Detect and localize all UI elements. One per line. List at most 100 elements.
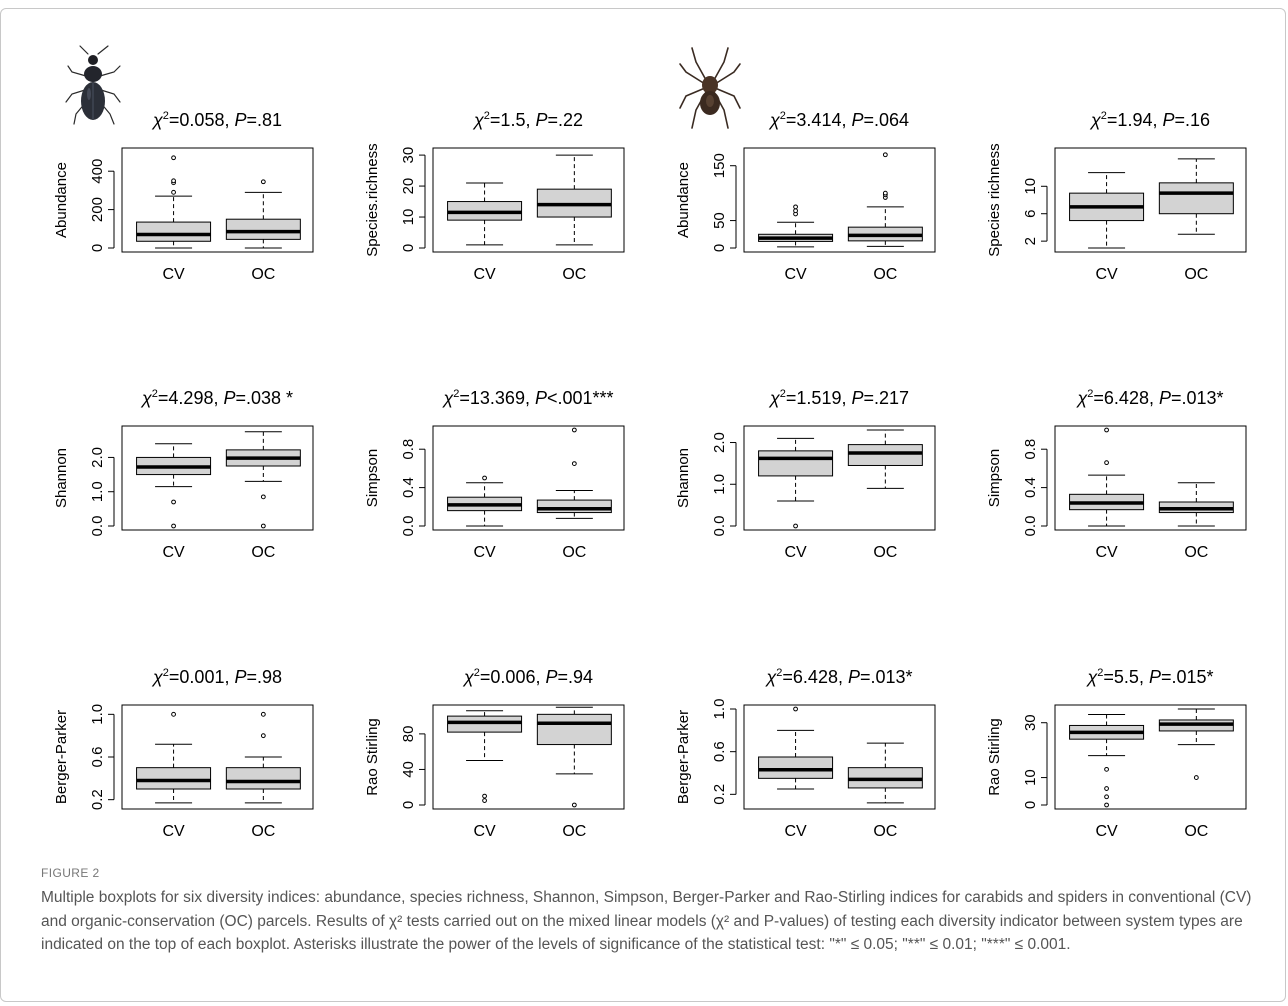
y-tick-label: 40 [400,761,417,778]
chart-title: χ2=0.001, P=.98 [151,667,282,687]
x-tick-label: OC [873,823,897,840]
chart-title: χ2=1.94, P=.16 [1089,110,1210,130]
y-tick-label: 0 [711,244,728,252]
y-tick-label: 0.8 [1022,439,1039,460]
x-tick-label: CV [473,823,496,840]
box-cv [758,706,834,790]
plot-frame [432,425,625,531]
y-tick-label: 0 [400,244,417,252]
chart-title: χ2=6.428, P=.013* [764,667,912,687]
y-tick-label: 20 [400,178,417,195]
figure-frame [0,8,1286,1002]
outlier-point [482,798,487,803]
panel-7: χ2=1.519, P=.217 0.0 1.0 2.0 Shannon CV OC [675,388,936,561]
y-axis-label: Shannon [53,448,70,508]
panel-10: χ2=0.006, P=.94 0 40 80 Rao Stirling CV OC [364,667,625,840]
iqr-box [847,444,923,466]
y-tick-label: 30 [400,147,417,164]
plot-frame [432,704,625,810]
chart-title: χ2=3.414, P=.064 [768,110,909,130]
chart-title: χ2=0.006, P=.94 [462,667,593,687]
plot-frame [1054,704,1247,810]
panel-4: χ2=1.94, P=.16 2 6 10 Species richness CV OC [986,110,1247,283]
outlier-point [793,523,798,529]
x-tick-label: CV [784,266,807,283]
y-axis-label: Abundance [675,162,692,238]
panel-12: χ2=5.5, P=.015* 0 10 30 Rao Stirling CV OC [986,667,1247,840]
outlier-point [1104,794,1109,800]
box-cv [758,437,834,529]
y-tick-label: 0.0 [400,516,417,537]
panel-5: χ2=4.298, P=.038 * 0.0 1.0 2.0 Shannon CV OC [53,388,314,561]
panel-8: χ2=6.428, P=.013* 0.0 0.4 0.8 Simpson CV OC [986,388,1247,561]
x-tick-label: OC [1184,544,1208,561]
box-cv [1069,427,1145,527]
plot-frame [743,704,936,810]
box-cv [447,475,523,527]
y-tick-label: 1.0 [89,481,106,502]
y-tick-label: 10 [1022,178,1039,195]
y-axis-label: Simpson [364,449,381,507]
plot-frame [743,147,936,253]
box-cv [758,204,834,248]
y-axis-label: Abundance [53,162,70,238]
box-oc [225,179,301,249]
x-tick-label: CV [162,823,185,840]
y-tick-label: 0 [400,801,417,809]
y-axis-label: Species richness [986,143,1003,256]
panel-3: χ2=3.414, P=.064 0 50 150 Abundance CV OC [675,110,936,283]
y-axis-label: Berger-Parker [53,710,70,804]
box-oc [847,742,923,804]
y-tick-label: 30 [1022,714,1039,731]
outlier-point [260,711,266,717]
y-axis-label: Berger-Parker [675,710,692,804]
chart-title: χ2=6.428, P=.013* [1075,388,1223,408]
box-oc [225,431,301,529]
box-cv [447,710,523,803]
x-tick-label: OC [251,544,275,561]
plot-frame [432,147,625,253]
chart-title: χ2=0.058, P=.81 [151,110,282,130]
y-tick-label: 10 [400,209,417,226]
x-tick-label: CV [1095,544,1118,561]
chart-title: χ2=13.369, P<.001*** [441,388,613,408]
box-oc [536,154,612,246]
outlier-point [571,802,577,808]
y-tick-label: 150 [711,153,728,178]
y-tick-label: 1.0 [89,704,106,725]
outlier-point [171,711,176,717]
outlier-point [171,155,176,161]
outlier-point [260,733,266,739]
y-tick-label: 0.4 [1022,477,1039,498]
box-cv [136,711,212,804]
x-tick-label: CV [1095,266,1118,283]
iqr-box [536,499,612,514]
outlier-point [1193,775,1199,780]
y-axis-label: Rao Stirling [986,718,1003,796]
iqr-box [536,713,612,746]
outlier-point [1104,460,1109,466]
y-tick-label: 6 [1022,210,1039,218]
y-tick-label: 400 [89,159,106,184]
y-tick-label: 0.0 [711,516,728,537]
outlier-point [260,179,266,185]
x-tick-label: CV [162,544,185,561]
box-cv [447,182,523,246]
plot-frame [121,147,314,253]
figure-label: FIGURE 2 [41,866,100,880]
box-cv [1069,713,1145,808]
y-tick-label: 50 [711,212,728,229]
y-tick-label: 0 [1022,801,1039,809]
y-tick-label: 0.0 [1022,516,1039,537]
x-tick-label: OC [1184,823,1208,840]
outlier-point [260,494,266,500]
box-oc [847,152,923,247]
y-axis-label: Species.richness [364,143,381,256]
y-tick-label: 2.0 [89,447,106,468]
panel-1: χ2=0.058, P=.81 0 200 400 Abundance CV OC [53,110,314,283]
x-tick-label: OC [562,266,586,283]
x-tick-label: OC [562,823,586,840]
box-oc [1158,708,1234,780]
iqr-box [1158,182,1234,215]
